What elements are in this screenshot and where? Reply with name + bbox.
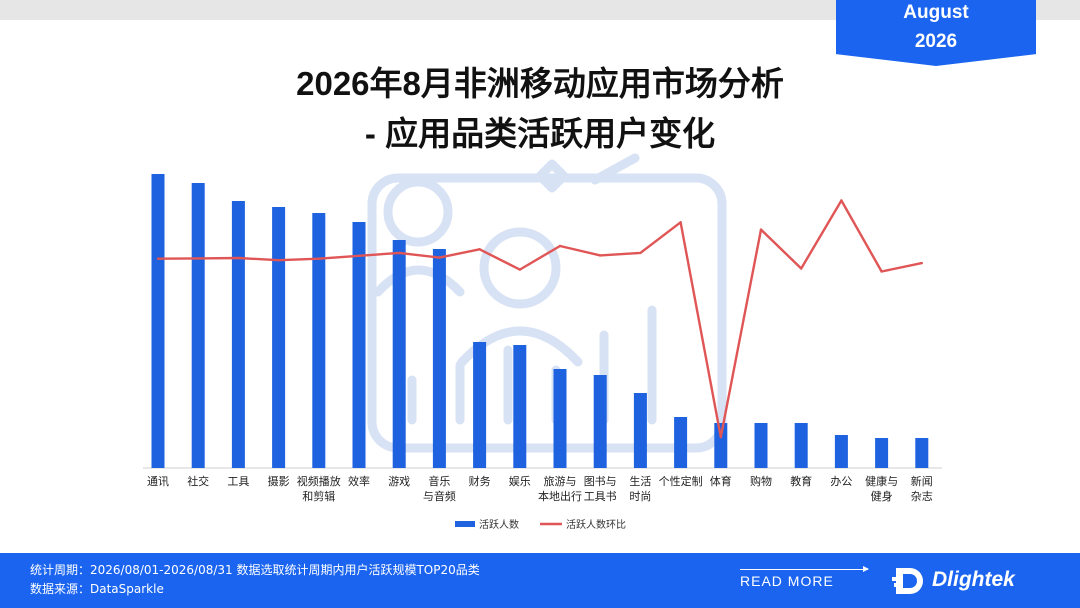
footer: 统计周期：2026/08/01-2026/08/31 数据选取统计周期内用户活跃… bbox=[0, 553, 1080, 608]
bar bbox=[915, 438, 929, 468]
x-tick-label: 音乐 bbox=[428, 474, 450, 488]
bar bbox=[593, 375, 607, 468]
bar bbox=[312, 213, 326, 468]
x-tick-label: 财务 bbox=[469, 474, 491, 488]
x-tick-label: 工具 bbox=[227, 475, 249, 488]
x-tick-label: 时尚 bbox=[629, 489, 651, 503]
line-point bbox=[840, 199, 843, 202]
bar bbox=[674, 417, 688, 468]
brand-name: Dlightek bbox=[932, 568, 1015, 591]
x-tick-label: 体育 bbox=[710, 474, 732, 488]
bar bbox=[754, 423, 768, 468]
x-tick-label: 健康与 bbox=[865, 474, 898, 488]
x-tick-label: 健身 bbox=[871, 489, 893, 503]
x-tick-label: 新闻 bbox=[911, 474, 933, 488]
x-tick-label: 购物 bbox=[750, 474, 772, 488]
read-more-link[interactable]: READ MORE bbox=[740, 573, 834, 589]
badge-month: August bbox=[903, 2, 969, 23]
x-tick-label: 游戏 bbox=[388, 475, 410, 488]
x-tick-label: 摄影 bbox=[268, 474, 290, 488]
line-point bbox=[599, 254, 602, 257]
x-tick-label: 杂志 bbox=[911, 490, 933, 503]
x-tick-label: 视频播放 bbox=[297, 474, 341, 488]
dlightek-logo-icon bbox=[892, 568, 923, 594]
line-point bbox=[920, 261, 923, 265]
line-point bbox=[317, 257, 320, 260]
watermark-icon bbox=[367, 153, 727, 453]
x-tick-label: 教育 bbox=[790, 474, 812, 488]
bar bbox=[553, 369, 567, 468]
x-tick-label: 生活 bbox=[629, 474, 651, 488]
x-tick-label: 个性定制 bbox=[659, 474, 703, 488]
x-tick-label: 效率 bbox=[348, 474, 370, 488]
line-point bbox=[357, 254, 361, 258]
x-tick-label: 工具书 bbox=[584, 490, 617, 503]
legend: 活跃人数 活跃人数环比 bbox=[455, 518, 626, 531]
line-point bbox=[880, 270, 883, 273]
bar bbox=[834, 435, 848, 468]
badge-year: 2026 bbox=[914, 31, 958, 52]
bar bbox=[794, 423, 808, 468]
bar bbox=[432, 249, 446, 468]
line-path bbox=[157, 199, 923, 439]
bar bbox=[352, 222, 366, 468]
x-tick-label: 旅游与 bbox=[544, 474, 577, 488]
bar bbox=[714, 423, 728, 468]
bar bbox=[875, 438, 889, 468]
arrow-right-icon bbox=[740, 566, 869, 572]
bar bbox=[633, 393, 647, 468]
line-point bbox=[558, 244, 562, 248]
bar bbox=[272, 207, 286, 468]
x-tick-label: 通讯 bbox=[147, 475, 169, 488]
bar bbox=[392, 240, 406, 468]
line-point bbox=[237, 256, 240, 260]
line-point bbox=[478, 248, 481, 251]
line-point bbox=[398, 251, 401, 255]
x-tick-label: 图书与 bbox=[584, 475, 617, 488]
x-tick-label: 与音频 bbox=[423, 489, 456, 503]
legend-line-label: 活跃人数环比 bbox=[566, 518, 626, 531]
line-point bbox=[197, 257, 200, 260]
footer-source: 数据来源：DataSparkle bbox=[30, 582, 164, 596]
chart-title: 2026年8月非洲移动应用市场分析 bbox=[296, 65, 784, 102]
line-point bbox=[639, 251, 642, 255]
bar bbox=[231, 201, 245, 468]
legend-bar-label: 活跃人数 bbox=[479, 518, 519, 531]
bar bbox=[513, 345, 527, 468]
line-series bbox=[156, 199, 923, 439]
bar bbox=[473, 342, 487, 468]
bar bbox=[151, 174, 165, 468]
x-tick-label: 办公 bbox=[830, 475, 852, 488]
line-point bbox=[518, 268, 521, 271]
line-point bbox=[438, 256, 441, 259]
chart-subtitle: - 应用品类活跃用户变化 bbox=[364, 115, 716, 152]
x-tick-label: 社交 bbox=[187, 474, 209, 488]
top-band bbox=[0, 0, 1080, 20]
line-point bbox=[759, 228, 763, 231]
bar bbox=[191, 183, 205, 468]
x-tick-label: 娱乐 bbox=[509, 474, 531, 488]
line-point bbox=[719, 435, 722, 439]
date-badge: August 2026 bbox=[836, 0, 1036, 66]
bar-series bbox=[151, 174, 929, 468]
line-point bbox=[800, 267, 803, 270]
line-point bbox=[156, 257, 160, 260]
legend-bar-swatch bbox=[455, 521, 475, 527]
line-point bbox=[679, 221, 682, 224]
footer-period: 统计周期：2026/08/01-2026/08/31 数据选取统计周期内用户活跃… bbox=[30, 563, 480, 577]
x-tick-label: 本地出行 bbox=[538, 489, 582, 503]
x-tick-label: 和剪辑 bbox=[302, 489, 335, 503]
line-point bbox=[277, 258, 280, 262]
